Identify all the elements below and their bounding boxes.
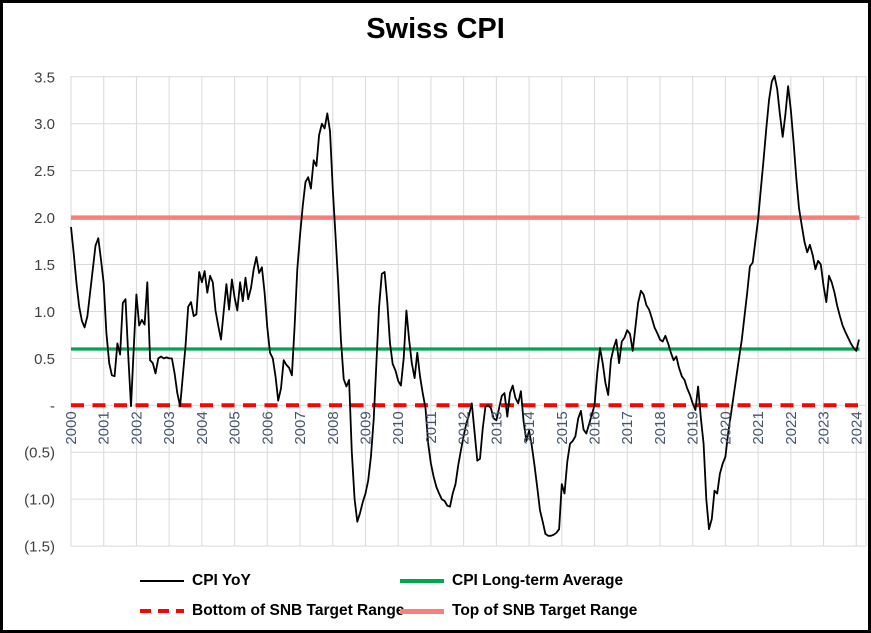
- x-axis-year-label: 2021: [750, 411, 767, 444]
- x-axis-year-label: 2019: [685, 411, 702, 444]
- x-axis-year-label: 2020: [717, 411, 734, 444]
- legend-label: CPI Long-term Average: [452, 572, 624, 589]
- y-axis-tick-label: 2.5: [34, 163, 55, 180]
- y-axis-tick-label: (1.5): [24, 539, 55, 556]
- legend-label: Top of SNB Target Range: [452, 602, 638, 619]
- legend-item-long-term-average: CPI Long-term Average: [400, 572, 623, 590]
- legend-item-bottom-target-range: Bottom of SNB Target Range: [140, 602, 404, 620]
- legend-item-cpi-yoy: CPI YoY: [140, 572, 251, 590]
- x-axis-year-label: 2017: [619, 411, 636, 444]
- y-axis-tick-label: (1.0): [24, 492, 55, 509]
- legend-label: CPI YoY: [192, 572, 251, 589]
- x-axis-year-label: 2018: [652, 411, 669, 444]
- x-axis-year-label: 2012: [456, 411, 473, 444]
- legend-label: Bottom of SNB Target Range: [192, 602, 405, 619]
- x-axis-year-label: 2013: [488, 411, 505, 444]
- x-axis-year-label: 2016: [587, 411, 604, 444]
- x-axis-year-label: 2001: [96, 411, 113, 444]
- chart-title: Swiss CPI: [366, 13, 505, 45]
- x-axis-year-label: 2002: [128, 411, 145, 444]
- x-axis-year-label: 2015: [554, 411, 571, 444]
- x-axis-year-label: 2000: [63, 411, 80, 444]
- cpi-yoy-line: [70, 75, 860, 537]
- x-axis-year-label: 2011: [423, 411, 440, 443]
- x-axis-year-label: 2014: [521, 411, 538, 444]
- x-axis-year-label: 2006: [259, 411, 276, 444]
- legend-item-top-target-range: Top of SNB Target Range: [400, 602, 637, 620]
- y-axis-tick-label: 1.0: [34, 304, 55, 321]
- y-axis-tick-label: 3.0: [34, 116, 55, 133]
- x-axis-year-label: 2003: [161, 411, 178, 444]
- x-axis-year-label: 2010: [390, 411, 407, 444]
- x-axis-year-label: 2009: [357, 411, 374, 444]
- salmon-line-swatch-icon: [400, 608, 444, 614]
- y-axis-tick-label: 0.5: [34, 351, 55, 368]
- x-axis-year-label: 2004: [194, 411, 211, 444]
- x-axis-year-label: 2005: [227, 411, 244, 444]
- plot-area: 3.5 3.0 2.5 2.0 1.5 1.0 0.5 - (0.5) (1.0) (1.5) 200…: [24, 69, 867, 556]
- y-axis-tick-label: 2.0: [34, 210, 55, 227]
- x-axis-year-label: 2023: [816, 411, 833, 444]
- x-axis-year-label: 2022: [783, 411, 800, 444]
- y-axis-tick-label: -: [50, 398, 55, 415]
- average-line-swatch-icon: [400, 579, 444, 583]
- y-axis-tick-label: 3.5: [34, 69, 55, 86]
- y-axis-tick-label: (0.5): [24, 445, 55, 462]
- cpi-line-swatch-icon: [140, 580, 184, 582]
- x-axis-year-label: 2007: [292, 411, 309, 444]
- y-axis-tick-label: 1.5: [34, 257, 55, 274]
- x-axis-year-label: 2024: [848, 411, 865, 444]
- dashed-line-swatch-icon: [140, 609, 184, 613]
- x-axis-year-label: 2008: [325, 411, 342, 444]
